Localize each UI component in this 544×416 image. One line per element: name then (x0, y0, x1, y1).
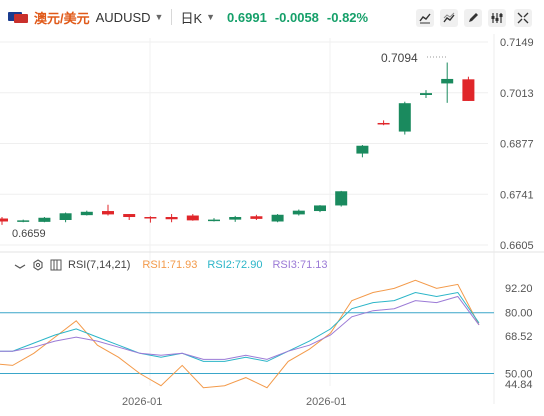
rsi3-line (0, 295, 480, 360)
rsi-axis-label: 68.52 (505, 331, 533, 343)
rsi-axis-label: 92.20 (505, 283, 533, 295)
price-axis-label: 0.6877 (500, 139, 534, 151)
candle-body (441, 78, 454, 84)
date-axis-label: 2026-01 (306, 396, 346, 408)
rsi-title: RSI(7,14,21) (68, 259, 131, 271)
candle-body (102, 211, 114, 215)
candle-body (462, 79, 475, 101)
rsi2-value: RSI2:72.90 (207, 259, 263, 271)
chart-toolbar: 澳元/美元 AUDUSD ▼ 日K ▼ 0.6991 -0.0058 -0.82… (0, 0, 544, 34)
rsi-axis-label: 80.00 (505, 308, 533, 320)
candle-body (186, 215, 199, 221)
price-axis-label: 0.6605 (500, 240, 534, 252)
candle-body (250, 216, 263, 219)
period-dropdown-icon[interactable]: ▼ (206, 12, 216, 22)
candle-body (17, 220, 30, 222)
currency-flag-icon (8, 10, 30, 24)
period-selector[interactable]: 日K (180, 10, 203, 26)
candle-body (165, 217, 178, 220)
candle-body (377, 122, 390, 125)
visibility-icon[interactable] (14, 259, 26, 271)
candle-body (335, 191, 348, 206)
candle-body (80, 211, 93, 216)
candle-body (59, 213, 72, 220)
candle-body (314, 205, 326, 212)
settings-icon[interactable] (32, 259, 44, 271)
price-axis-label: 0.7149 (500, 37, 534, 49)
symbol-name[interactable]: 澳元/美元 (34, 10, 90, 26)
last-price: 0.6991 (227, 9, 267, 25)
rsi-axis-label: 44.84 (505, 379, 533, 391)
rsi-axis-label: 50.00 (505, 369, 533, 381)
candle-body (292, 210, 305, 215)
candle-body (123, 214, 136, 218)
candle-body (144, 217, 157, 219)
price-change-percent: -0.82% (326, 9, 369, 25)
draw-icon[interactable] (464, 9, 482, 27)
candle-body (208, 219, 220, 222)
fullscreen-icon[interactable] (514, 9, 532, 27)
price-axis-label: 0.7013 (500, 88, 534, 100)
compare-icon[interactable] (440, 9, 458, 27)
date-axis-label: 2026-01 (122, 396, 162, 408)
price-change: -0.0058 (274, 9, 319, 25)
rsi1-value: RSI1:71.93 (142, 259, 198, 271)
rsi-legend: RSI(7,14,21) RSI1:71.93 RSI2:72.90 RSI3:… (14, 257, 328, 273)
candle-body (356, 145, 369, 154)
max-price-label: 0.7094 (381, 51, 418, 65)
rsi1-line (0, 279, 480, 389)
price-axis-label: 0.6741 (500, 189, 534, 201)
rsi2-line (0, 291, 480, 362)
candle-body (38, 217, 51, 222)
candle-body (0, 218, 8, 222)
rsi3-value: RSI3:71.13 (272, 259, 328, 271)
indicator-icon[interactable] (416, 9, 434, 27)
candle-body (420, 93, 432, 95)
min-price-label: 0.6659 (12, 228, 46, 240)
symbol-code[interactable]: AUDUSD (95, 9, 151, 25)
symbol-dropdown-icon[interactable]: ▼ (154, 12, 164, 22)
settings-icon[interactable] (488, 9, 506, 27)
indicator-panel-icon (50, 259, 62, 271)
candle-body (229, 217, 242, 220)
toolbar-divider (171, 9, 173, 25)
candle-body (271, 214, 284, 222)
candle-body (398, 103, 411, 132)
